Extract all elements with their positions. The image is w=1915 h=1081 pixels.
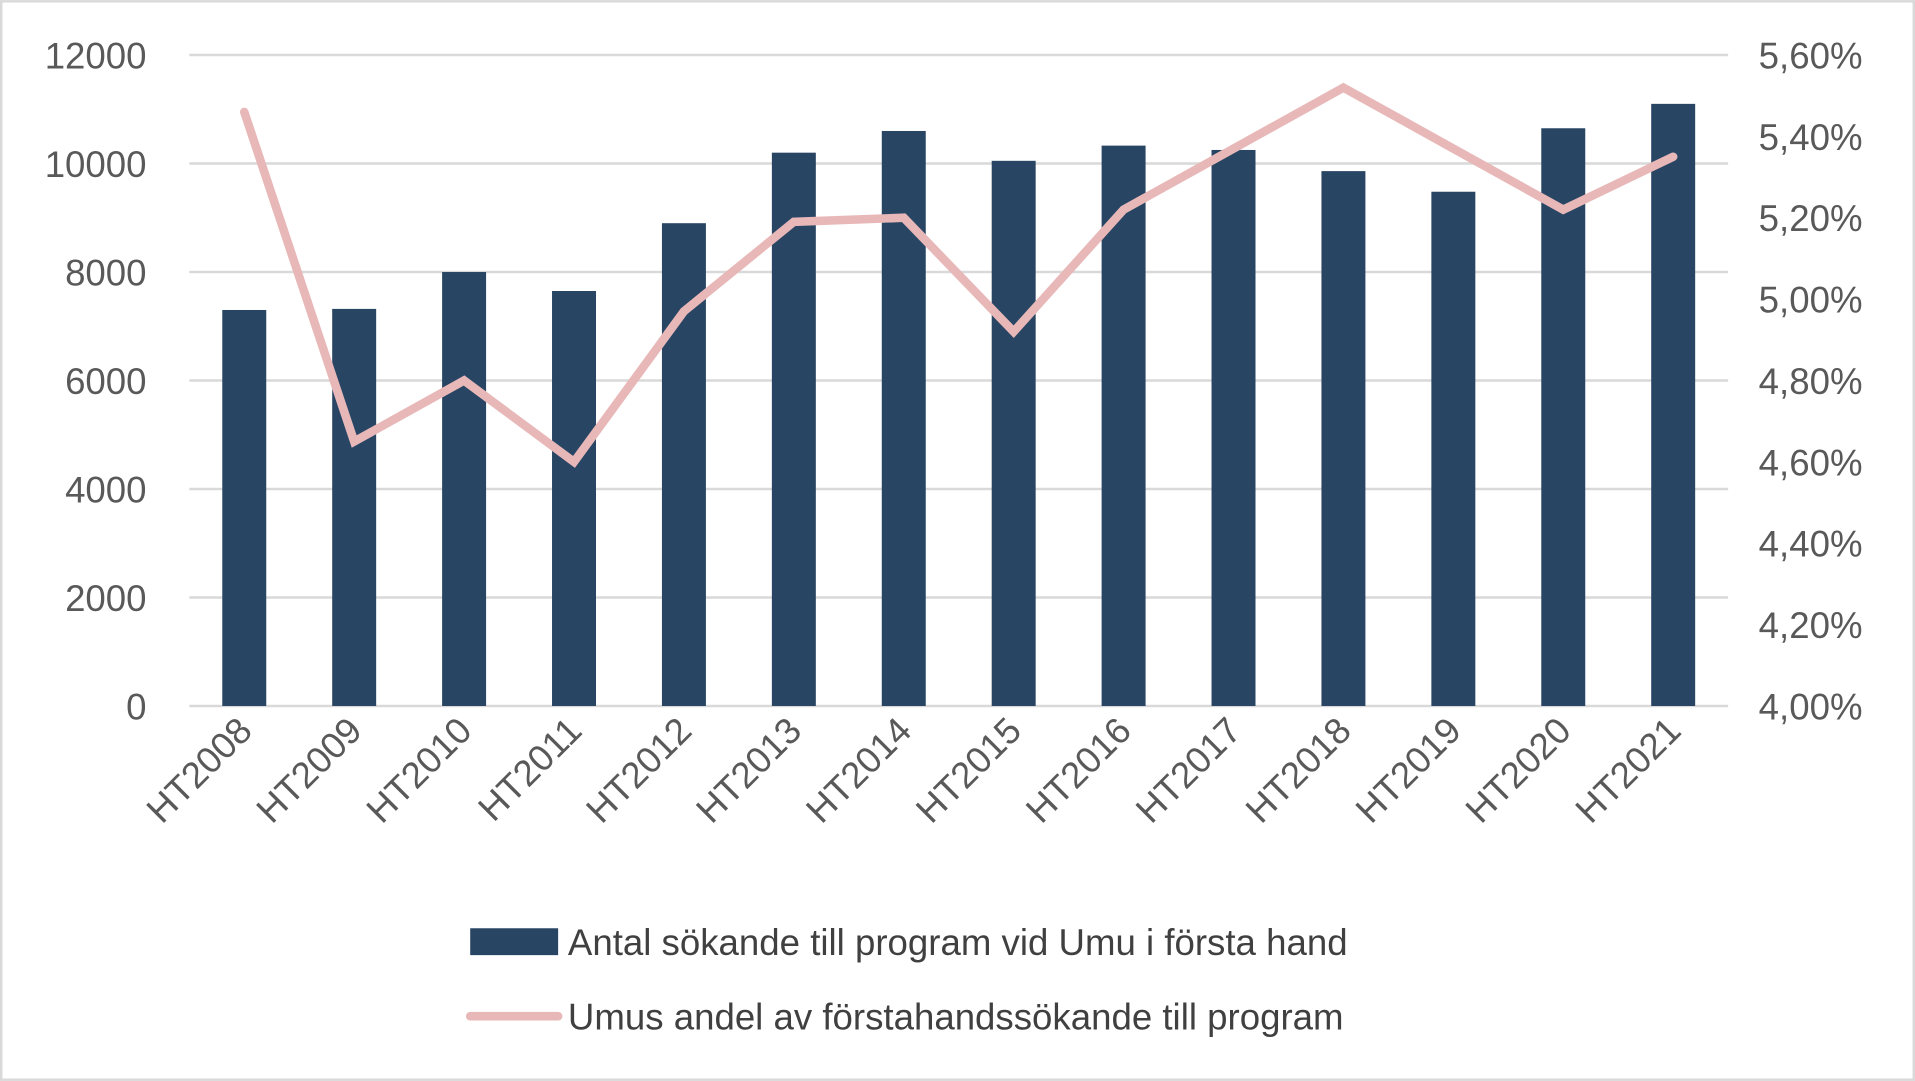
bar (332, 308, 377, 706)
left-tick-label: 8000 (65, 252, 146, 293)
bar (1321, 171, 1366, 706)
line-path (239, 82, 1678, 468)
right-tick-label: 5,00% (1759, 280, 1863, 321)
bar (1101, 145, 1146, 706)
legend-bar-swatch (470, 928, 559, 956)
bar (1211, 149, 1256, 706)
bar (1431, 191, 1476, 706)
bar (442, 272, 487, 706)
right-tick-label: 5,20% (1759, 198, 1863, 239)
legend-line-label: Umus andel av förstahandssökande till pr… (568, 997, 1344, 1038)
right-axis: 4,00% 4,20% 4,40% 4,60% 4,80% 5,00% 5,20% 5,40%… (1759, 35, 1863, 727)
bar (552, 291, 596, 706)
left-tick-label: 10000 (45, 144, 147, 185)
bar (1541, 128, 1586, 706)
left-axis: 0 2000 4000 6000 8000 10000 12000 (45, 35, 147, 727)
left-tick-label: 0 (126, 686, 146, 727)
left-tick-label: 6000 (65, 361, 146, 402)
bar-series (222, 103, 1696, 706)
left-tick-label: 2000 (65, 578, 146, 619)
legend-bar-label: Antal sökande till program vid Umu i för… (568, 922, 1348, 963)
bar (991, 160, 1036, 706)
bar (771, 152, 816, 706)
legend: Antal sökande till program vid Umu i för… (465, 922, 1348, 1038)
right-tick-label: 5,60% (1759, 35, 1863, 76)
right-tick-label: 4,20% (1759, 605, 1863, 646)
bar (1651, 103, 1696, 706)
left-tick-label: 12000 (45, 35, 147, 76)
right-tick-label: 4,40% (1759, 524, 1863, 565)
right-tick-label: 4,80% (1759, 361, 1863, 402)
line-series (239, 82, 1678, 468)
right-tick-label: 5,40% (1759, 117, 1863, 158)
bar (222, 309, 267, 706)
left-tick-label: 4000 (65, 469, 146, 510)
right-tick-label: 4,00% (1759, 686, 1863, 727)
right-tick-label: 4,60% (1759, 442, 1863, 483)
